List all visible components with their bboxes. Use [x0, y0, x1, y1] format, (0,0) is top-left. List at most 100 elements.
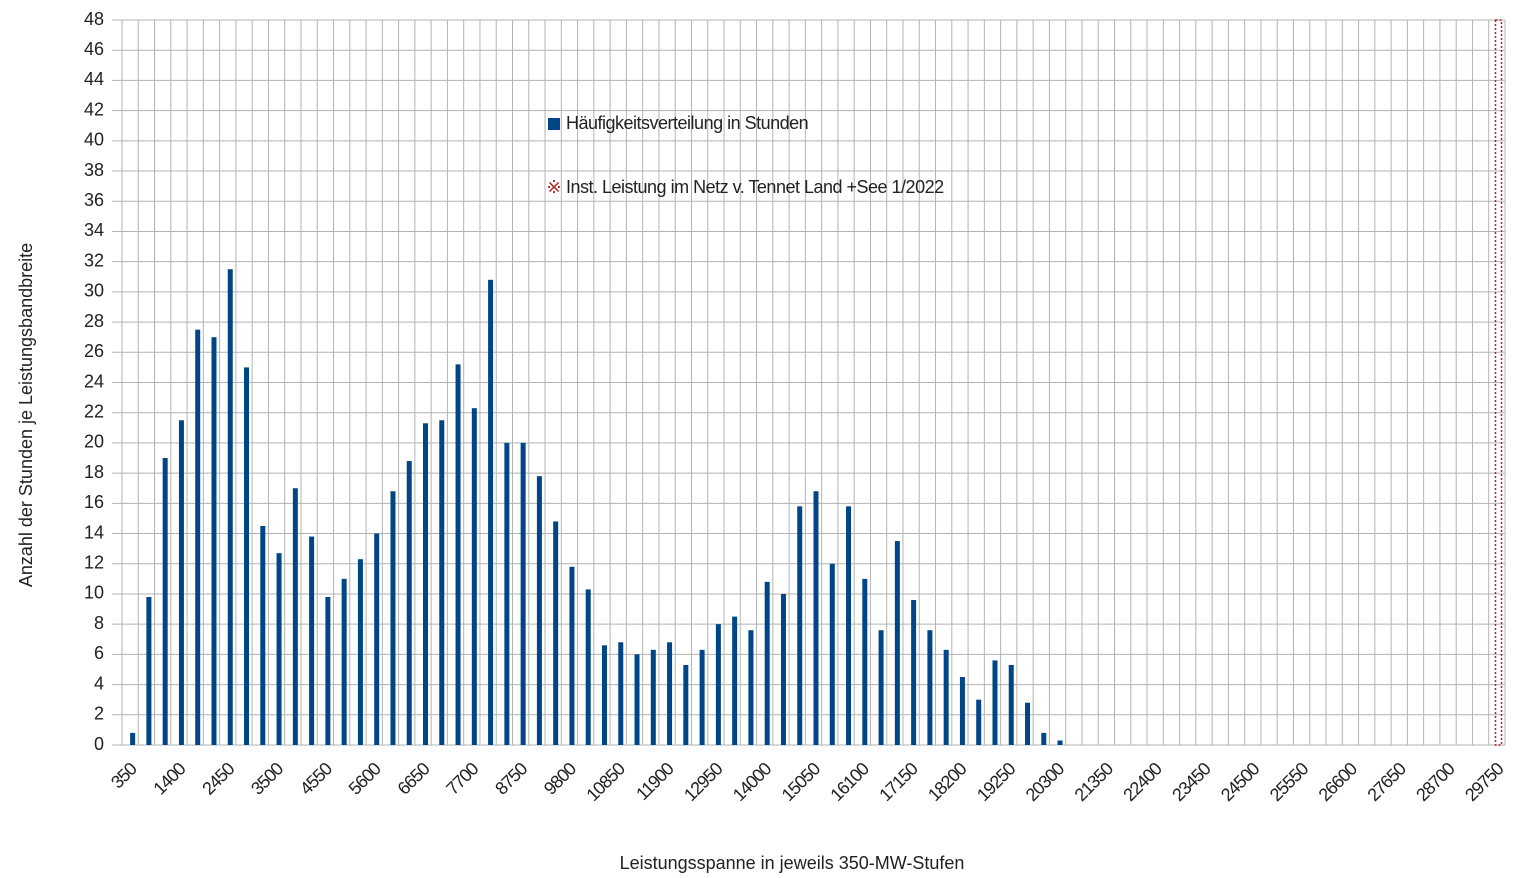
bar: [357, 559, 363, 745]
bar: [650, 649, 656, 745]
x-tick-label: 6650: [394, 758, 434, 798]
x-tick-label: 12950: [680, 758, 727, 805]
bar: [244, 367, 250, 745]
x-tick-label: 25550: [1266, 758, 1313, 805]
bar: [390, 491, 396, 745]
x-tick-label: 24500: [1217, 758, 1264, 805]
x-tick-label: 10850: [582, 758, 629, 805]
legend-marker: ※: [546, 177, 561, 197]
bar: [1025, 702, 1031, 745]
bar: [520, 442, 526, 745]
bar: [195, 329, 201, 745]
bar: [601, 645, 607, 745]
x-tick-label: 21350: [1071, 758, 1118, 805]
bar: [504, 442, 510, 745]
x-tick-label: 350: [107, 758, 141, 792]
y-tick-label: 48: [84, 9, 104, 29]
bar: [569, 566, 575, 745]
bar: [911, 600, 917, 745]
x-tick-label: 2450: [198, 758, 238, 798]
y-tick-label: 30: [84, 281, 104, 301]
x-tick-label: 29750: [1461, 758, 1508, 805]
bar: [878, 630, 884, 745]
bar: [553, 521, 559, 745]
bar: [634, 654, 640, 745]
bar: [764, 581, 770, 745]
y-tick-label: 38: [84, 160, 104, 180]
x-tick-label: 22400: [1119, 758, 1166, 805]
y-tick-label: 16: [84, 492, 104, 512]
bar: [943, 649, 949, 745]
x-tick-label: 1400: [150, 758, 190, 798]
y-tick-label: 40: [84, 130, 104, 150]
bar: [309, 536, 315, 745]
y-tick-label: 2: [94, 704, 104, 724]
y-tick-label: 32: [84, 250, 104, 270]
y-axis-title: Anzahl der Stunden je Leistungsbandbreit…: [16, 243, 36, 587]
x-tick-label: 9800: [540, 758, 580, 798]
y-tick-label: 18: [84, 462, 104, 482]
x-tick-label: 18200: [924, 758, 971, 805]
y-tick-label: 14: [84, 522, 104, 542]
bar: [439, 420, 445, 745]
bar: [455, 364, 461, 745]
bar: [797, 506, 803, 745]
legend-label: Häufigkeitsverteilung in Stunden: [566, 113, 808, 133]
bar: [976, 699, 982, 745]
x-tick-label: 19250: [973, 758, 1020, 805]
bar: [471, 408, 477, 745]
bar: [813, 491, 819, 745]
bar: [260, 525, 266, 745]
x-tick-label: 16100: [826, 758, 873, 805]
y-tick-label: 10: [84, 583, 104, 603]
bar: [162, 458, 168, 745]
x-tick-label: 23450: [1168, 758, 1215, 805]
bar: [927, 630, 933, 745]
y-tick-label: 0: [94, 734, 104, 754]
bar: [292, 488, 298, 745]
bar: [211, 337, 217, 745]
y-tick-label: 36: [84, 190, 104, 210]
legend-swatch: [548, 118, 560, 130]
bar: [1057, 740, 1063, 745]
bar: [178, 420, 184, 745]
x-tick-label: 26600: [1315, 758, 1362, 805]
x-tick-label: 8750: [491, 758, 531, 798]
x-tick-label: 15050: [778, 758, 825, 805]
bar: [325, 596, 331, 745]
y-tick-label: 24: [84, 371, 104, 391]
bar: [667, 642, 673, 745]
legend-label: Inst. Leistung im Netz v. Tennet Land +S…: [566, 177, 944, 197]
bar: [780, 593, 786, 745]
x-tick-label: 17150: [875, 758, 922, 805]
y-tick-label: 26: [84, 341, 104, 361]
y-tick-label: 12: [84, 553, 104, 573]
x-tick-label: 20300: [1022, 758, 1069, 805]
bar: [683, 664, 689, 745]
bar: [829, 563, 835, 745]
bar: [894, 541, 900, 745]
bar: [406, 461, 412, 745]
y-tick-label: 4: [94, 673, 104, 693]
x-tick-label: 4550: [296, 758, 336, 798]
x-tick-label: 11900: [632, 758, 678, 804]
bar: [862, 578, 868, 745]
x-tick-label: 27650: [1363, 758, 1410, 805]
bar: [536, 476, 542, 745]
x-tick-label: 7700: [442, 758, 482, 798]
bar: [423, 423, 429, 745]
bar: [699, 649, 705, 745]
y-tick-label: 28: [84, 311, 104, 331]
bar: [585, 589, 591, 745]
bar: [276, 553, 282, 745]
y-tick-label: 8: [94, 613, 104, 633]
y-tick-label: 22: [84, 401, 104, 421]
x-tick-label: 28700: [1412, 758, 1459, 805]
x-axis-title: Leistungsspanne in jeweils 350-MW-Stufen: [620, 853, 965, 873]
bar: [992, 660, 998, 745]
bar: [227, 269, 233, 745]
y-tick-label: 44: [84, 69, 104, 89]
bar: [732, 616, 738, 745]
x-tick-label: 14000: [729, 758, 776, 805]
